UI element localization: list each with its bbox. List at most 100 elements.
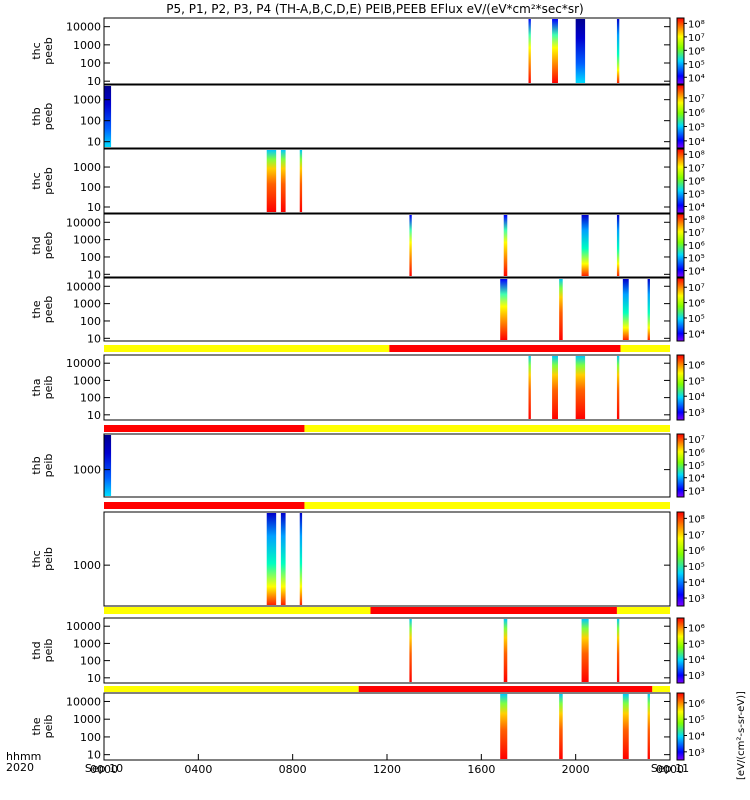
chart-title: P5, P1, P2, P3, P4 (TH-A,B,C,D,E) PEIB,P… — [166, 2, 583, 16]
y-tick-label: 1000 — [73, 94, 101, 107]
y-tick-label: 10000 — [66, 357, 101, 370]
quality-flag-red — [104, 502, 305, 509]
quality-flag-yellow — [616, 607, 670, 614]
spectrogram-burst — [581, 215, 589, 276]
y-tick-label: 10 — [87, 409, 101, 422]
panel-thc-peeb: 10 100 1000 thc peeb 10⁴ 10⁵ 10⁶ 10⁷ 10⁸ — [30, 148, 705, 214]
panel-probe-label: thb — [30, 107, 43, 125]
panel-probe-label: thd — [30, 236, 43, 254]
spectrogram-burst — [559, 694, 563, 759]
colorbar-tick-label: 10⁴ — [688, 137, 705, 148]
spectrogram-burst — [647, 694, 650, 759]
colorbar-tick-label: 10³ — [688, 408, 705, 419]
spectrogram-burst — [503, 215, 508, 276]
panel-probe-label: thc — [30, 550, 43, 567]
spectrogram-burst — [409, 215, 412, 276]
y-tick-label: 1000 — [73, 161, 101, 174]
panel-probe-label: thd — [30, 641, 43, 659]
colorbar-tick-label: 10⁵ — [688, 639, 705, 650]
colorbar-tick-label: 10⁶ — [688, 361, 705, 372]
y-tick-label: 100 — [80, 655, 101, 668]
quality-flag-red — [104, 425, 305, 432]
panel-tha-peib: 10 100 1000 10000 tha peib 10³ 10⁴ 10⁵ 10⁶ — [30, 345, 705, 422]
panel-frame — [103, 433, 671, 498]
x-tick-label: 0000 — [656, 763, 684, 776]
x-tick-label: 0800 — [279, 763, 307, 776]
panel-probe-label: the — [30, 717, 43, 735]
y-tick-label: 100 — [80, 181, 101, 194]
spectrogram-burst — [581, 619, 589, 682]
panel-frame — [103, 692, 671, 761]
colorbar-tick-label: 10⁶ — [688, 699, 705, 710]
colorbar — [676, 17, 685, 85]
quality-flag-yellow — [104, 345, 390, 352]
colorbar-tick-label: 10⁴ — [688, 392, 705, 403]
colorbar-tick-label: 10⁴ — [688, 731, 705, 742]
spectrogram-burst — [280, 513, 286, 605]
panel-thc-peeb: 10 100 1000 10000 thc peeb 10⁴ 10⁵ 10⁶ 10⁷ 10⁸ — [30, 17, 705, 88]
panel-frame — [103, 84, 671, 149]
colorbar — [676, 277, 685, 342]
panel-product-label: peeb — [42, 296, 55, 324]
panel-product-label: peib — [42, 639, 55, 663]
panel-frame — [103, 213, 671, 278]
quality-flag-yellow — [620, 345, 670, 352]
colorbar-tick-label: 10⁵ — [688, 123, 705, 134]
panel-the-peeb: 10 100 1000 10000 the peeb 10⁴ 10⁵ 10⁶ 10⁷ — [30, 277, 705, 345]
y-tick-label: 100 — [80, 731, 101, 744]
panel-probe-label: thc — [30, 42, 43, 59]
quality-flag-red — [370, 607, 617, 614]
y-tick-label: 100 — [80, 115, 101, 128]
spectrogram-burst — [104, 86, 112, 147]
spectrogram-burst — [104, 435, 112, 496]
quality-flag-yellow — [104, 686, 359, 692]
x-tick-label: 0000 — [90, 763, 118, 776]
spectrogram-burst — [266, 513, 277, 605]
panel-probe-label: thb — [30, 456, 43, 474]
panel-thb-peib: 1000 thb peib 10³ 10⁴ 10⁵ 10⁶ 10⁷ — [30, 425, 705, 498]
y-tick-label: 1000 — [73, 713, 101, 726]
colorbar-tick-label: 10⁴ — [688, 578, 705, 589]
panel-frame — [103, 148, 671, 214]
colorbar-unit-label: [eV/(cm²-s-sr-eV)] — [736, 691, 747, 780]
quality-flag-yellow — [104, 607, 371, 614]
colorbar-tick-label: 10⁴ — [688, 202, 705, 213]
panel-product-label: peeb — [42, 167, 55, 195]
panel-frame — [103, 354, 671, 421]
x-end-date: Sep 11 — [651, 762, 689, 775]
colorbar-tick-label: 10⁴ — [688, 329, 705, 340]
panel-frame — [103, 277, 671, 342]
colorbar-tick-label: 10⁷ — [688, 163, 705, 174]
x-tick-label: 1200 — [373, 763, 401, 776]
panel-thb-peeb: 10 100 1000 thb peeb 10⁴ 10⁵ 10⁶ 10⁷ — [30, 84, 705, 149]
y-tick-label: 10000 — [66, 695, 101, 708]
spectrogram-burst — [575, 19, 586, 83]
y-tick-label: 10 — [87, 201, 101, 214]
x-tick-label: 2000 — [562, 763, 590, 776]
panel-probe-label: thc — [30, 172, 43, 189]
colorbar-tick-label: 10⁵ — [688, 376, 705, 387]
y-tick-label: 100 — [80, 251, 101, 264]
colorbar-tick-label: 10⁵ — [688, 189, 705, 200]
colorbar-tick-label: 10⁴ — [688, 474, 705, 485]
panel-product-label: peeb — [42, 103, 55, 131]
spectrogram-burst — [647, 279, 650, 340]
colorbar-tick-label: 10³ — [688, 594, 705, 605]
y-tick-label: 10 — [87, 672, 101, 685]
quality-flag-yellow — [304, 502, 670, 509]
colorbar — [676, 84, 685, 149]
colorbar-tick-label: 10³ — [688, 748, 705, 759]
colorbar-tick-label: 10⁸ — [688, 150, 705, 161]
spectrogram-burst — [280, 150, 286, 212]
y-tick-label: 1000 — [73, 464, 101, 477]
y-tick-label: 10 — [87, 136, 101, 149]
x-start-date: Sep 10 — [85, 762, 123, 775]
spectrogram-burst — [559, 279, 563, 340]
colorbar — [676, 433, 685, 498]
panel-product-label: peeb — [42, 232, 55, 260]
y-tick-label: 1000 — [73, 298, 101, 311]
colorbar-tick-label: 10⁸ — [688, 215, 705, 226]
x-axis: 0000 0400 0800 1200 1600 2000 0000 — [90, 754, 684, 776]
spectrogram-burst — [616, 619, 620, 682]
